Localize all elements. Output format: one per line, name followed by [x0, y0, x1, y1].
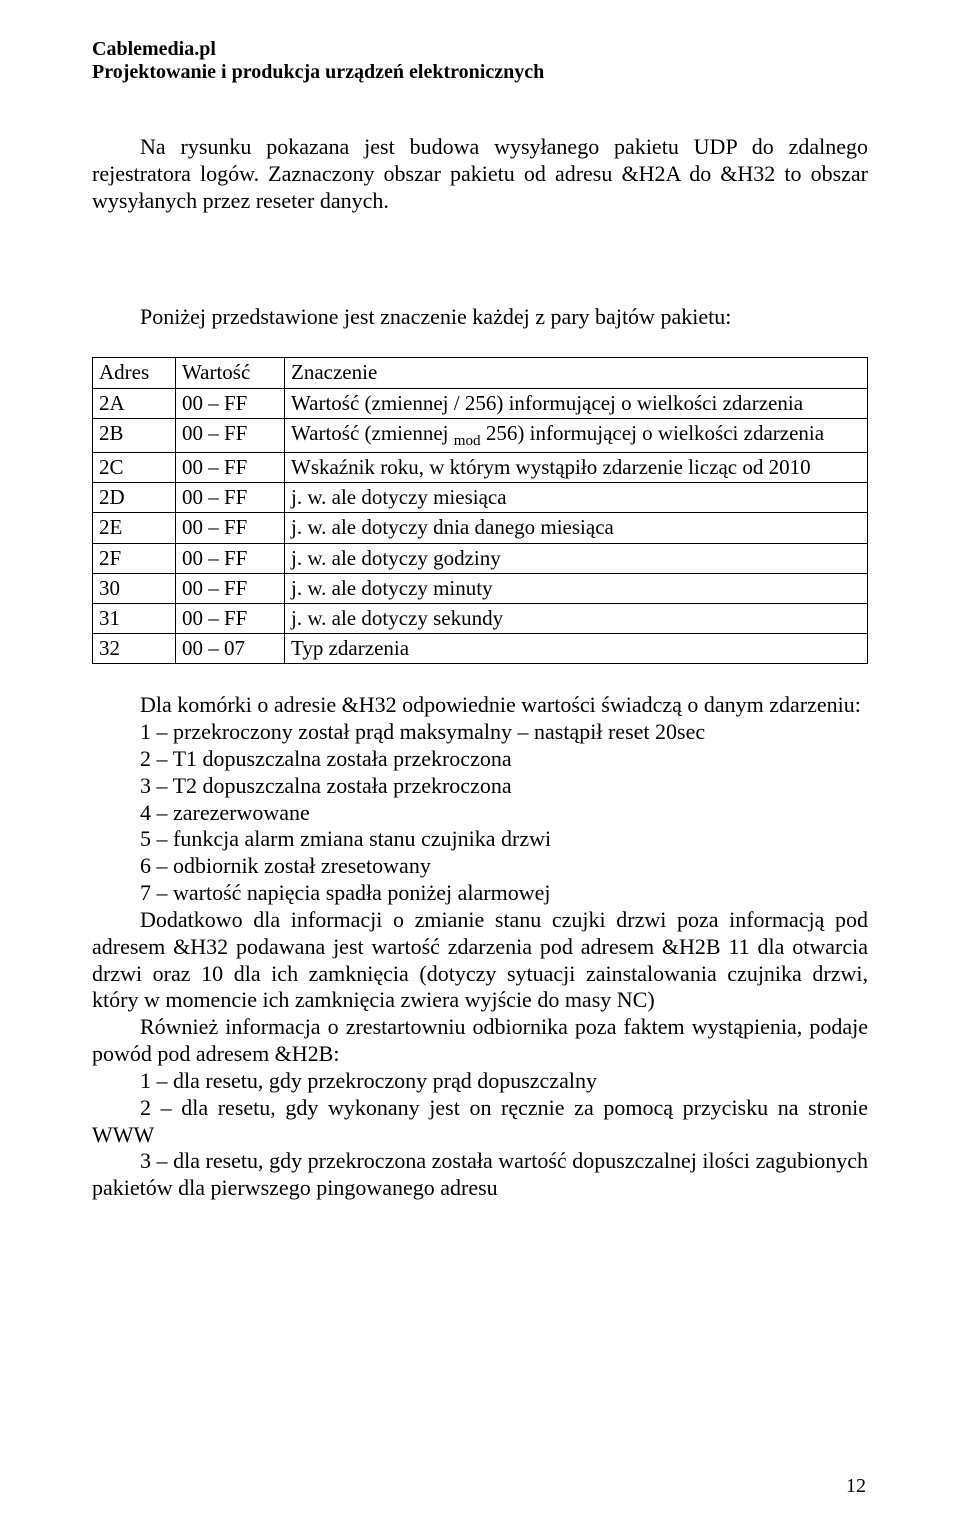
cell-znaczenie: j. w. ale dotyczy godziny — [285, 543, 868, 573]
cell-wartosc: 00 – FF — [176, 418, 285, 452]
explain-lead: Dla komórki o adresie &H32 odpowiednie w… — [92, 692, 868, 719]
table-row: 2D00 – FFj. w. ale dotyczy miesiąca — [93, 483, 868, 513]
table-row: 2F00 – FFj. w. ale dotyczy godziny — [93, 543, 868, 573]
table-header-adres: Adres — [93, 358, 176, 388]
cell-adres: 32 — [93, 634, 176, 664]
list-item: 2 – T1 dopuszczalna została przekroczona — [92, 746, 868, 773]
cell-znaczenie: Typ zdarzenia — [285, 634, 868, 664]
table-row: 2C00 – FFWskaźnik roku, w którym wystąpi… — [93, 453, 868, 483]
cell-wartosc: 00 – FF — [176, 483, 285, 513]
cell-znaczenie: j. w. ale dotyczy minuty — [285, 573, 868, 603]
cell-wartosc: 00 – FF — [176, 453, 285, 483]
table-row: 3000 – FFj. w. ale dotyczy minuty — [93, 573, 868, 603]
list-item-wrapped: 2 – dla resetu, gdy wykonany jest on ręc… — [92, 1095, 868, 1149]
cell-wartosc: 00 – FF — [176, 573, 285, 603]
cell-adres: 30 — [93, 573, 176, 603]
table-row: 2E00 – FFj. w. ale dotyczy dnia danego m… — [93, 513, 868, 543]
brand-title: Cablemedia.pl — [92, 38, 868, 61]
tail-paragraph-1: Dodatkowo dla informacji o zmianie stanu… — [92, 907, 868, 1014]
cell-znaczenie: Wartość (zmiennej mod 256) informującej … — [285, 418, 868, 452]
cell-wartosc: 00 – FF — [176, 513, 285, 543]
table-header-wartosc: Wartość — [176, 358, 285, 388]
document-page: Cablemedia.pl Projektowanie i produkcja … — [0, 0, 960, 1524]
list-item: 5 – funkcja alarm zmiana stanu czujnika … — [92, 826, 868, 853]
list-item: 7 – wartość napięcia spadła poniżej alar… — [92, 880, 868, 907]
cell-znaczenie: Wskaźnik roku, w którym wystąpiło zdarze… — [285, 453, 868, 483]
explanation-block: Dla komórki o adresie &H32 odpowiednie w… — [92, 692, 868, 1202]
table-row: 3100 – FFj. w. ale dotyczy sekundy — [93, 603, 868, 633]
table-header-znaczenie: Znaczenie — [285, 358, 868, 388]
cell-adres: 2F — [93, 543, 176, 573]
cell-wartosc: 00 – 07 — [176, 634, 285, 664]
cell-adres: 2D — [93, 483, 176, 513]
brand-subtitle: Projektowanie i produkcja urządzeń elekt… — [92, 61, 868, 84]
list-item: 1 – przekroczony został prąd maksymalny … — [92, 719, 868, 746]
list-item-wrapped: 3 – dla resetu, gdy przekroczona została… — [92, 1148, 868, 1202]
page-number: 12 — [846, 1475, 866, 1498]
cell-wartosc: 00 – FF — [176, 603, 285, 633]
mod-subscript: mod — [454, 433, 481, 449]
table-row: 2B00 – FFWartość (zmiennej mod 256) info… — [93, 418, 868, 452]
cell-adres: 2C — [93, 453, 176, 483]
cell-wartosc: 00 – FF — [176, 543, 285, 573]
cell-znaczenie: j. w. ale dotyczy miesiąca — [285, 483, 868, 513]
tail-paragraph-2: Również informacja o zrestartowniu odbio… — [92, 1014, 868, 1068]
table-header-row: Adres Wartość Znaczenie — [93, 358, 868, 388]
cell-znaczenie: j. w. ale dotyczy dnia danego miesiąca — [285, 513, 868, 543]
intro-paragraph-2: Poniżej przedstawione jest znaczenie każ… — [92, 304, 868, 331]
cell-adres: 2E — [93, 513, 176, 543]
cell-znaczenie: j. w. ale dotyczy sekundy — [285, 603, 868, 633]
cell-adres: 31 — [93, 603, 176, 633]
table-row: 3200 – 07Typ zdarzenia — [93, 634, 868, 664]
cell-wartosc: 00 – FF — [176, 388, 285, 418]
intro-paragraph-1: Na rysunku pokazana jest budowa wysyłane… — [92, 134, 868, 214]
cell-adres: 2B — [93, 418, 176, 452]
list-item: 4 – zarezerwowane — [92, 800, 868, 827]
cell-znaczenie: Wartość (zmiennej / 256) informującej o … — [285, 388, 868, 418]
cell-adres: 2A — [93, 388, 176, 418]
list-item: 6 – odbiornik został zresetowany — [92, 853, 868, 880]
list-item: 3 – T2 dopuszczalna została przekroczona — [92, 773, 868, 800]
table-row: 2A00 – FFWartość (zmiennej / 256) inform… — [93, 388, 868, 418]
list-item: 1 – dla resetu, gdy przekroczony prąd do… — [92, 1068, 868, 1095]
byte-table: Adres Wartość Znaczenie 2A00 – FFWartość… — [92, 357, 868, 664]
